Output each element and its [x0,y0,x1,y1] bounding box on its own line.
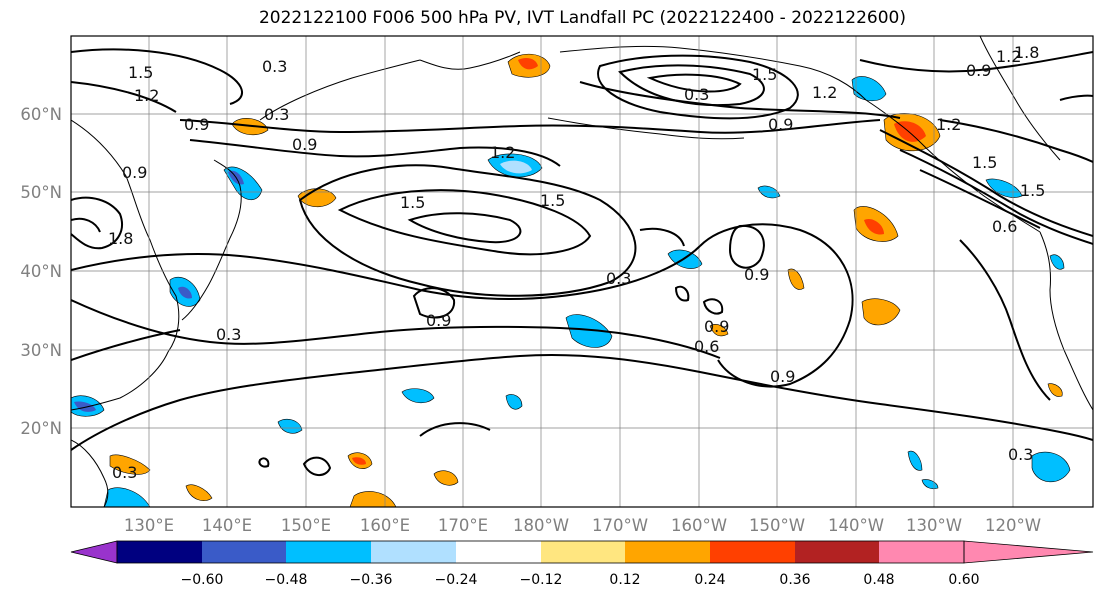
colorbar-tick-label: −0.36 [350,572,393,588]
lon-label: 160°E [360,516,410,535]
contour-label: 1.5 [752,65,777,84]
pv-contours [71,48,1093,476]
colorbar-segment [795,541,879,563]
contour-label: 0.9 [704,317,729,336]
lon-label: 120°W [985,516,1041,535]
contour-label: 0.3 [1008,445,1033,464]
colorbar-segment [710,541,795,563]
colorbar-border [116,540,965,564]
contour-label: 0.9 [292,135,317,154]
contour-label: 1.8 [108,229,133,248]
map-area [71,36,1093,507]
contour-label: 0.6 [694,337,719,356]
lon-label: 170°E [438,516,488,535]
lon-label: 160°W [671,516,727,535]
lat-label: 40°N [20,262,62,281]
contour-label: 0.3 [262,57,287,76]
lon-label: 170°W [592,516,648,535]
colorbar: −0.60 −0.48 −0.36 −0.24 −0.12 0.12 0.24 … [70,540,1094,588]
contour-label: 1.2 [996,47,1021,66]
contour-label: 0.9 [122,163,147,182]
contour-label: 0.3 [264,105,289,124]
colorbar-tick-label: 0.48 [863,572,894,588]
contour-label: 1.2 [936,115,961,134]
colorbar-segment [202,541,286,563]
colorbar-extend-max [963,540,1094,564]
map-title: 2022122100 F006 500 hPa PV, IVT Landfall… [258,8,906,28]
graticule [71,36,1093,507]
colorbar-tick-label: −0.48 [265,572,308,588]
colorbar-extend-min [70,540,118,564]
contour-labels: 1.5 1.2 0.3 0.3 0.9 0.9 0.9 0.9 1.2 1.5 … [108,43,1045,482]
colorbar-tick-label: −0.60 [181,572,224,588]
contour-label: 1.2 [812,83,837,102]
lon-label: 130°E [124,516,174,535]
colorbar-segment [625,541,710,563]
contour-label: 0.9 [744,265,769,284]
contour-label: 0.9 [768,115,793,134]
contour-label: 0.3 [112,463,137,482]
colorbar-segment [371,541,456,563]
lon-label: 150°E [281,516,331,535]
lat-label: 30°N [20,341,62,360]
map-frame [70,35,1094,508]
colorbar-segment [456,541,541,563]
contour-label: 1.5 [1020,181,1045,200]
contour-label: 1.2 [134,86,159,105]
colorbar-tick-label: 0.36 [779,572,810,588]
lon-label: 180°W [513,516,569,535]
contour-label: 0.3 [684,85,709,104]
colorbar-segment [286,541,371,563]
lon-label: 150°W [749,516,805,535]
lon-label: 140°W [828,516,884,535]
contour-label: 1.5 [972,153,997,172]
colorbar-tick-label: 0.60 [948,572,979,588]
contour-label: 1.5 [400,193,425,212]
contour-label: 1.5 [128,63,153,82]
contour-label: 0.9 [426,311,451,330]
contour-label: 0.9 [770,367,795,386]
colorbar-tick-label: 0.24 [694,572,725,588]
contour-label: 1.2 [490,143,515,162]
colorbar-segment [541,541,625,563]
contour-label: 0.9 [184,115,209,134]
lat-label: 20°N [20,419,62,438]
lon-label: 140°E [202,516,252,535]
colorbar-segment [879,541,964,563]
lon-labels: 130°E 140°E 150°E 160°E 170°E 180°W 170°… [124,516,1041,535]
contour-label: 1.5 [540,191,565,210]
contour-label: 0.6 [992,217,1017,236]
lat-label: 50°N [20,183,62,202]
coastlines [71,36,1093,507]
contour-label: 1.8 [1014,43,1039,62]
colorbar-tick-label: 0.12 [609,572,640,588]
colorbar-tick-label: −0.12 [520,572,563,588]
colorbar-tick-label: −0.24 [435,572,478,588]
lon-label: 130°W [906,516,962,535]
lat-labels: 60°N 50°N 40°N 30°N 20°N [20,105,62,438]
contour-label: 0.9 [966,61,991,80]
colorbar-segment [117,541,202,563]
lat-label: 60°N [20,105,62,124]
contour-label: 0.3 [606,269,631,288]
contour-label: 0.3 [216,325,241,344]
